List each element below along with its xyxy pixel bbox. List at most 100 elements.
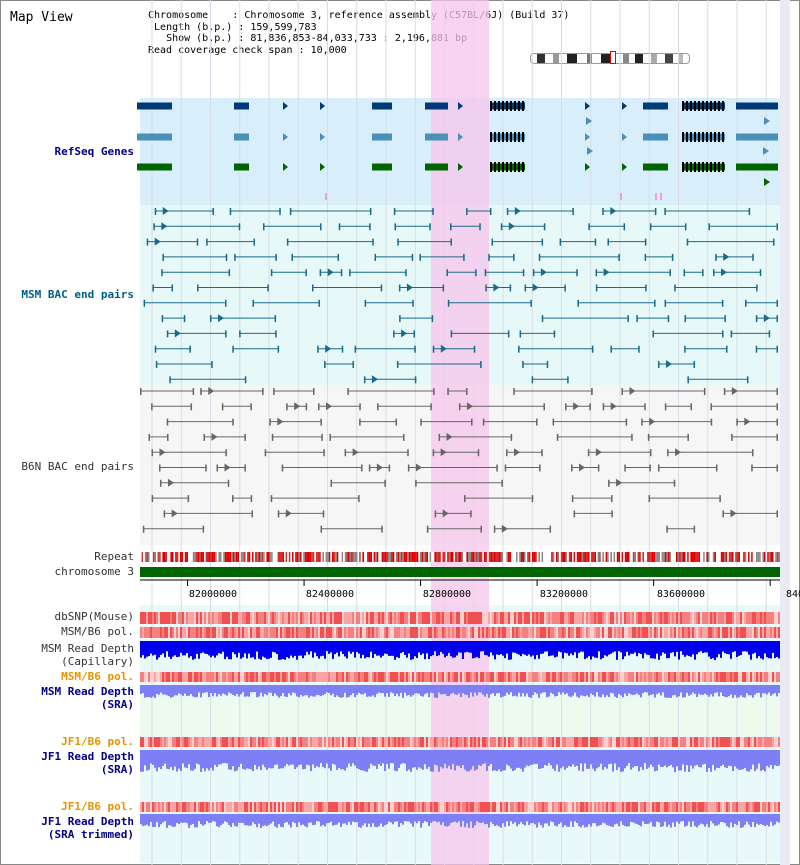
repeat-bar <box>693 552 696 562</box>
jf1-trim-pol-cell <box>604 802 606 812</box>
repeat-bar <box>663 552 665 562</box>
msm-sra-pol-cell <box>146 672 148 682</box>
track-label-chromosome[interactable]: chromosome 3 <box>54 565 134 578</box>
msm-cap-depth-bar <box>684 641 686 657</box>
track-label-refseq[interactable]: RefSeq Genes <box>54 145 134 158</box>
msm-pol-cell <box>188 627 190 638</box>
repeat-bar <box>583 552 585 562</box>
jf1-trim-depth-bar <box>654 814 656 827</box>
jf1-trim-depth-bar <box>534 814 536 825</box>
jf1-trim-pol-cell <box>334 802 336 812</box>
jf1-trim-depth-bar <box>628 814 630 827</box>
track-label-b6n-bac[interactable]: B6N BAC end pairs <box>21 460 134 473</box>
jf1-trim-pol-cell <box>362 802 364 812</box>
gene-exon <box>510 132 512 142</box>
msm-sra-depth-bar <box>562 685 564 693</box>
track-label-jf1-depth-trimmed[interactable]: JF1 Read Depth <box>41 815 134 828</box>
msm-bac-end <box>708 223 710 231</box>
msm-cap-depth-bar <box>588 641 590 657</box>
msm-sra-depth-bar <box>226 685 228 696</box>
jf1-pol-cell <box>742 737 744 747</box>
msm-sra-pol-cell <box>276 672 278 682</box>
jf1-sra-depth-bar <box>600 750 602 764</box>
b6n-bac-end <box>552 418 555 426</box>
gene-exon <box>682 101 684 111</box>
jf1-pol-cell <box>498 737 500 747</box>
dbsnp-cell <box>470 612 472 624</box>
msm-pol-cell <box>156 627 158 638</box>
track-label-dbsnp[interactable]: dbSNP(Mouse) <box>54 610 134 623</box>
track-label-msm-bac[interactable]: MSM BAC end pairs <box>21 288 134 301</box>
jf1-sra-depth-bar <box>686 750 688 766</box>
repeat-bar <box>311 552 313 562</box>
repeat-bar <box>172 552 174 562</box>
jf1-pol-cell <box>182 737 184 747</box>
jf1-sra-depth-bar <box>240 750 242 764</box>
msm-sra-pol-cell <box>542 672 544 682</box>
repeat-bar <box>487 552 489 562</box>
track-label-msm-depth-capillary[interactable]: MSM Read Depth <box>41 642 134 655</box>
msm-bac-end <box>447 299 450 307</box>
track-label-jf1-b6-pol[interactable]: JF1/B6 pol. <box>61 735 134 748</box>
dbsnp-cell <box>678 612 680 624</box>
msm-bac-end <box>411 253 414 261</box>
msm-sra-depth-bar <box>558 685 560 693</box>
jf1-pol-cell <box>540 737 542 747</box>
ideogram-position-marker[interactable] <box>610 51 616 64</box>
jf1-trim-depth-bar <box>378 814 380 827</box>
msm-sra-pol-cell <box>304 672 306 682</box>
track-label-msm-depth-sra[interactable]: MSM Read Depth <box>41 685 134 698</box>
jf1-trim-pol-cell <box>562 802 564 812</box>
jf1-sra-depth-bar <box>340 750 342 770</box>
msm-cap-depth-bar <box>396 641 398 658</box>
msm-sra-depth-bar <box>274 685 276 694</box>
jf1-trim-depth-bar <box>210 814 212 823</box>
jf1-sra-depth-bar <box>562 750 564 767</box>
msm-sra-pol-cell <box>694 672 696 682</box>
jf1-pol-cell <box>612 737 614 747</box>
jf1-pol-cell <box>264 737 266 747</box>
track-label-repeat[interactable]: Repeat <box>94 550 134 563</box>
jf1-trim-depth-bar <box>454 814 456 822</box>
msm-pol-cell <box>448 627 450 638</box>
msm-bac-end <box>397 238 399 246</box>
msm-sra-pol-cell <box>302 672 304 682</box>
msm-sra-depth-bar <box>146 685 148 698</box>
msm-pol-cell <box>546 627 548 638</box>
jf1-sra-depth-bar <box>160 750 162 770</box>
jf1-trim-pol-cell <box>272 802 274 812</box>
jf1-pol-cell <box>488 737 490 747</box>
jf1-trim-pol-cell <box>414 802 416 812</box>
msm-sra-pol-cell <box>632 672 634 682</box>
msm-cap-depth-bar <box>706 641 708 653</box>
msm-sra-pol-cell <box>208 672 210 682</box>
msm-bac-end <box>588 223 590 231</box>
jf1-trim-pol-cell <box>446 802 448 812</box>
b6n-bac-end <box>216 464 219 472</box>
msm-pol-cell <box>504 627 506 638</box>
msm-bac-end <box>507 330 510 338</box>
msm-pol-cell <box>732 627 734 638</box>
track-label-jf1-depth-sra[interactable]: JF1 Read Depth <box>41 750 134 763</box>
msm-cap-depth-bar <box>328 641 330 654</box>
msm-pol-cell <box>374 627 376 638</box>
jf1-trim-depth-bar <box>390 814 392 823</box>
track-label-msm-b6-pol-sra[interactable]: MSM/B6 pol. <box>61 670 134 683</box>
msm-pol-cell <box>212 627 214 638</box>
track-label-jf1-b6-pol-trimmed[interactable]: JF1/B6 pol. <box>61 800 134 813</box>
jf1-pol-cell <box>550 737 552 747</box>
repeat-bar <box>714 552 716 562</box>
msm-sra-depth-bar <box>310 685 312 696</box>
dbsnp-cell <box>722 612 724 624</box>
track-label-msm-b6-pol[interactable]: MSM/B6 pol. <box>61 625 134 638</box>
msm-pol-cell <box>624 627 626 638</box>
jf1-pol-cell <box>262 737 264 747</box>
jf1-pol-cell <box>230 737 232 747</box>
jf1-pol-cell <box>280 737 282 747</box>
snp-mark <box>620 193 622 200</box>
repeat-bar <box>277 552 280 562</box>
repeat-bar <box>767 552 769 562</box>
repeat-bar <box>432 552 435 562</box>
jf1-sra-depth-bar <box>766 750 768 766</box>
